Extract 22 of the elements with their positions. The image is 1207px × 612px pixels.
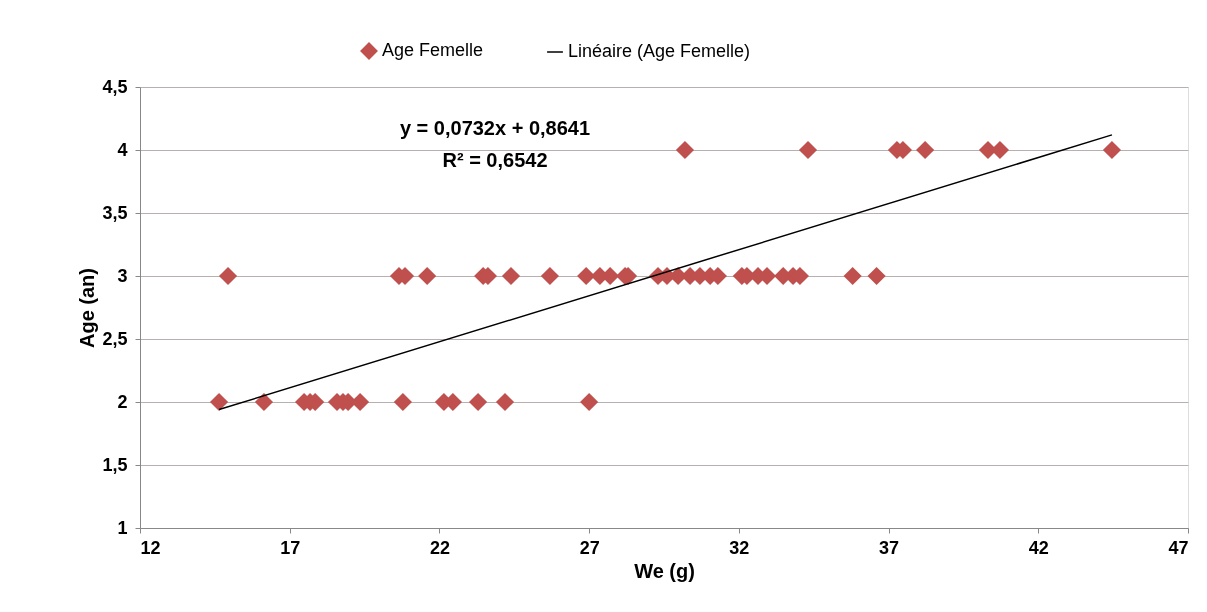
x-tick-label: 47 — [1168, 537, 1189, 558]
y-tick-label: 4,5 — [102, 76, 128, 97]
y-tick-label: 1 — [117, 517, 128, 538]
x-tick-label: 12 — [140, 537, 161, 558]
y-tick-label: 3 — [117, 265, 128, 286]
legend-label: Age Femelle — [382, 40, 484, 61]
y-tick-label: 3,5 — [102, 202, 128, 223]
annotation: y = 0,0732x + 0,8641 — [399, 117, 591, 139]
x-tick-label: 27 — [579, 537, 600, 558]
x-tick-label: 37 — [879, 537, 900, 558]
x-tick-label: 42 — [1028, 537, 1049, 558]
y-tick-label: 2,5 — [102, 328, 128, 349]
y-tick-label: 4 — [117, 139, 128, 160]
annotation: R² = 0,6542 — [442, 149, 548, 171]
y-tick-label: 1,5 — [102, 454, 128, 475]
y-axis-title: Age (an) — [76, 268, 99, 348]
y-tick-label: 2 — [117, 391, 128, 412]
x-tick-label: 22 — [429, 537, 450, 558]
x-tick-label: 17 — [280, 537, 301, 558]
x-tick-label: 32 — [729, 537, 750, 558]
x-axis-title: We (g) — [634, 559, 695, 582]
legend-label: Linéaire (Age Femelle) — [568, 41, 751, 61]
